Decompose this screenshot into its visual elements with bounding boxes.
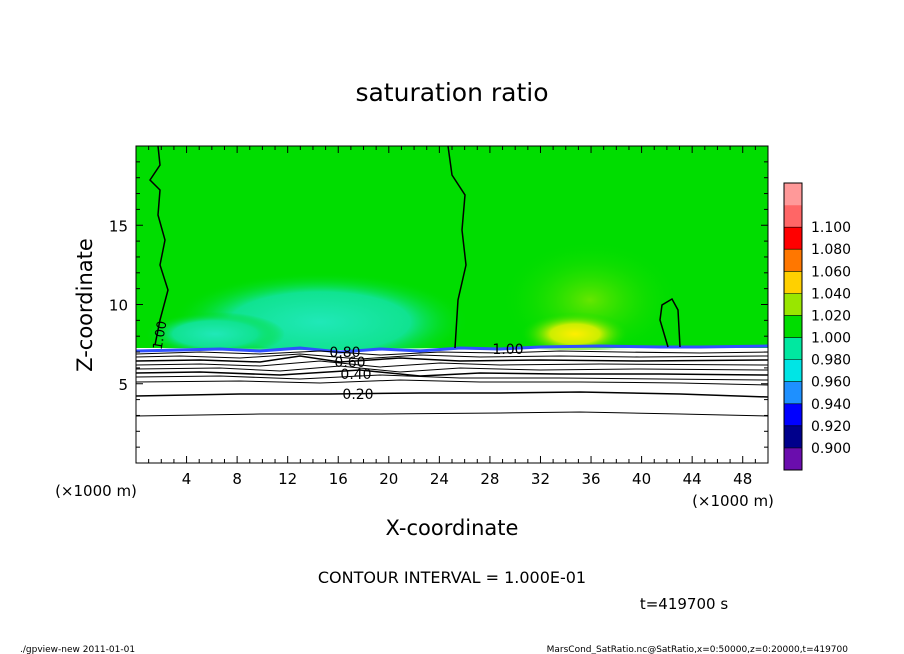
contour-label-group: 1.00 1.00 0.80 0.60 0.40 0.20 <box>151 320 524 403</box>
plot-area <box>136 146 768 463</box>
x-tick-label: 20 <box>379 470 398 488</box>
contour-line <box>136 365 768 373</box>
subsaturated-layer <box>136 350 768 463</box>
x-tick-label: 32 <box>531 470 550 488</box>
colorbar-swatch <box>784 227 802 250</box>
colorbar-label: 0.920 <box>811 419 851 435</box>
colorbar-label: 1.040 <box>811 286 851 302</box>
x-tick-label: 48 <box>733 470 752 488</box>
contour-line <box>136 355 768 363</box>
x-tick-label: 44 <box>683 470 702 488</box>
colorbar-swatch <box>784 271 802 294</box>
x-tick-label: 36 <box>581 470 600 488</box>
contour-label: 1.00 <box>492 342 523 358</box>
y-tick-label: 5 <box>118 376 128 394</box>
contour-line <box>136 374 768 381</box>
colorbar-swatch <box>784 425 802 448</box>
colorbar-swatch <box>784 315 802 338</box>
colorbar-label: 1.080 <box>811 242 851 258</box>
x-tick-label: 12 <box>278 470 297 488</box>
colorbar-frame <box>783 182 803 471</box>
contour-line <box>136 379 768 386</box>
inversion-band <box>136 344 768 354</box>
colorbar-swatch <box>784 359 802 382</box>
colorbar-swatch <box>784 447 802 470</box>
colorbar-label: 1.060 <box>811 264 851 280</box>
x-tick-label: 40 <box>632 470 651 488</box>
footer-right: MarsCond_SatRatio.nc@SatRatio,x=0:50000,… <box>547 645 849 654</box>
colorbar-label: 1.020 <box>811 308 851 324</box>
colorbar-label: 1.000 <box>811 331 851 347</box>
y-axis: 5 10 15 <box>109 161 768 448</box>
x-tick-label: 8 <box>232 470 242 488</box>
contour-line <box>136 353 768 360</box>
footer-left: ./gpview-new 2011-01-01 <box>20 645 135 654</box>
x-tick-label: 4 <box>182 470 192 488</box>
colorbar-swatch <box>784 337 802 360</box>
contour-line <box>149 146 169 346</box>
x-tick-label: 28 <box>480 470 499 488</box>
contour-line <box>136 360 768 368</box>
contour-label: 0.60 <box>334 355 365 371</box>
colorbar-swatch <box>784 249 802 272</box>
contour-label: 0.40 <box>340 367 371 383</box>
colorbar: 0.900 0.920 0.940 0.960 0.980 1.000 1.020 1.040… <box>783 182 851 471</box>
y-axis-label: Z-coordinate <box>73 238 97 372</box>
colorbar-label: 0.900 <box>811 441 851 457</box>
contour-line <box>136 411 768 417</box>
colorbar-label: 1.100 <box>811 220 851 236</box>
colorbar-label: 0.980 <box>811 353 851 369</box>
colorbar-swatch <box>784 403 802 426</box>
contour-line <box>136 350 768 356</box>
colorbar-swatch <box>784 293 802 316</box>
colorbar-swatch <box>784 183 802 206</box>
contour-line <box>447 146 467 349</box>
colorbar-swatch <box>784 381 802 404</box>
x-tick-label: 16 <box>329 470 348 488</box>
y-tick-label: 15 <box>109 217 128 235</box>
contour-label: 0.20 <box>342 387 373 403</box>
low-saturation-region-left <box>145 312 285 356</box>
y-tick-label: 10 <box>109 297 128 315</box>
y-unit-label: (×1000 m) <box>55 482 137 500</box>
colorbar-label: 0.960 <box>811 375 851 391</box>
contour-label: 0.80 <box>329 345 360 361</box>
chart-title: saturation ratio <box>355 78 548 107</box>
colorbar-swatch <box>784 205 802 228</box>
colorbar-label: 0.940 <box>811 397 851 413</box>
x-tick-label: 24 <box>430 470 449 488</box>
x-axis-label: X-coordinate <box>386 516 519 540</box>
contour-label: 1.00 <box>151 320 171 351</box>
contour-line <box>659 297 681 348</box>
contour-interval-text: CONTOUR INTERVAL = 1.000E-01 <box>318 568 586 587</box>
x-unit-label: (×1000 m) <box>692 492 774 510</box>
x-axis: 4 8 12 16 20 24 28 32 36 40 44 48 <box>148 146 756 488</box>
contour-lines <box>136 146 768 417</box>
contour-line <box>136 391 768 398</box>
time-label: t=419700 s <box>640 595 728 613</box>
supersaturation-core <box>520 312 630 356</box>
